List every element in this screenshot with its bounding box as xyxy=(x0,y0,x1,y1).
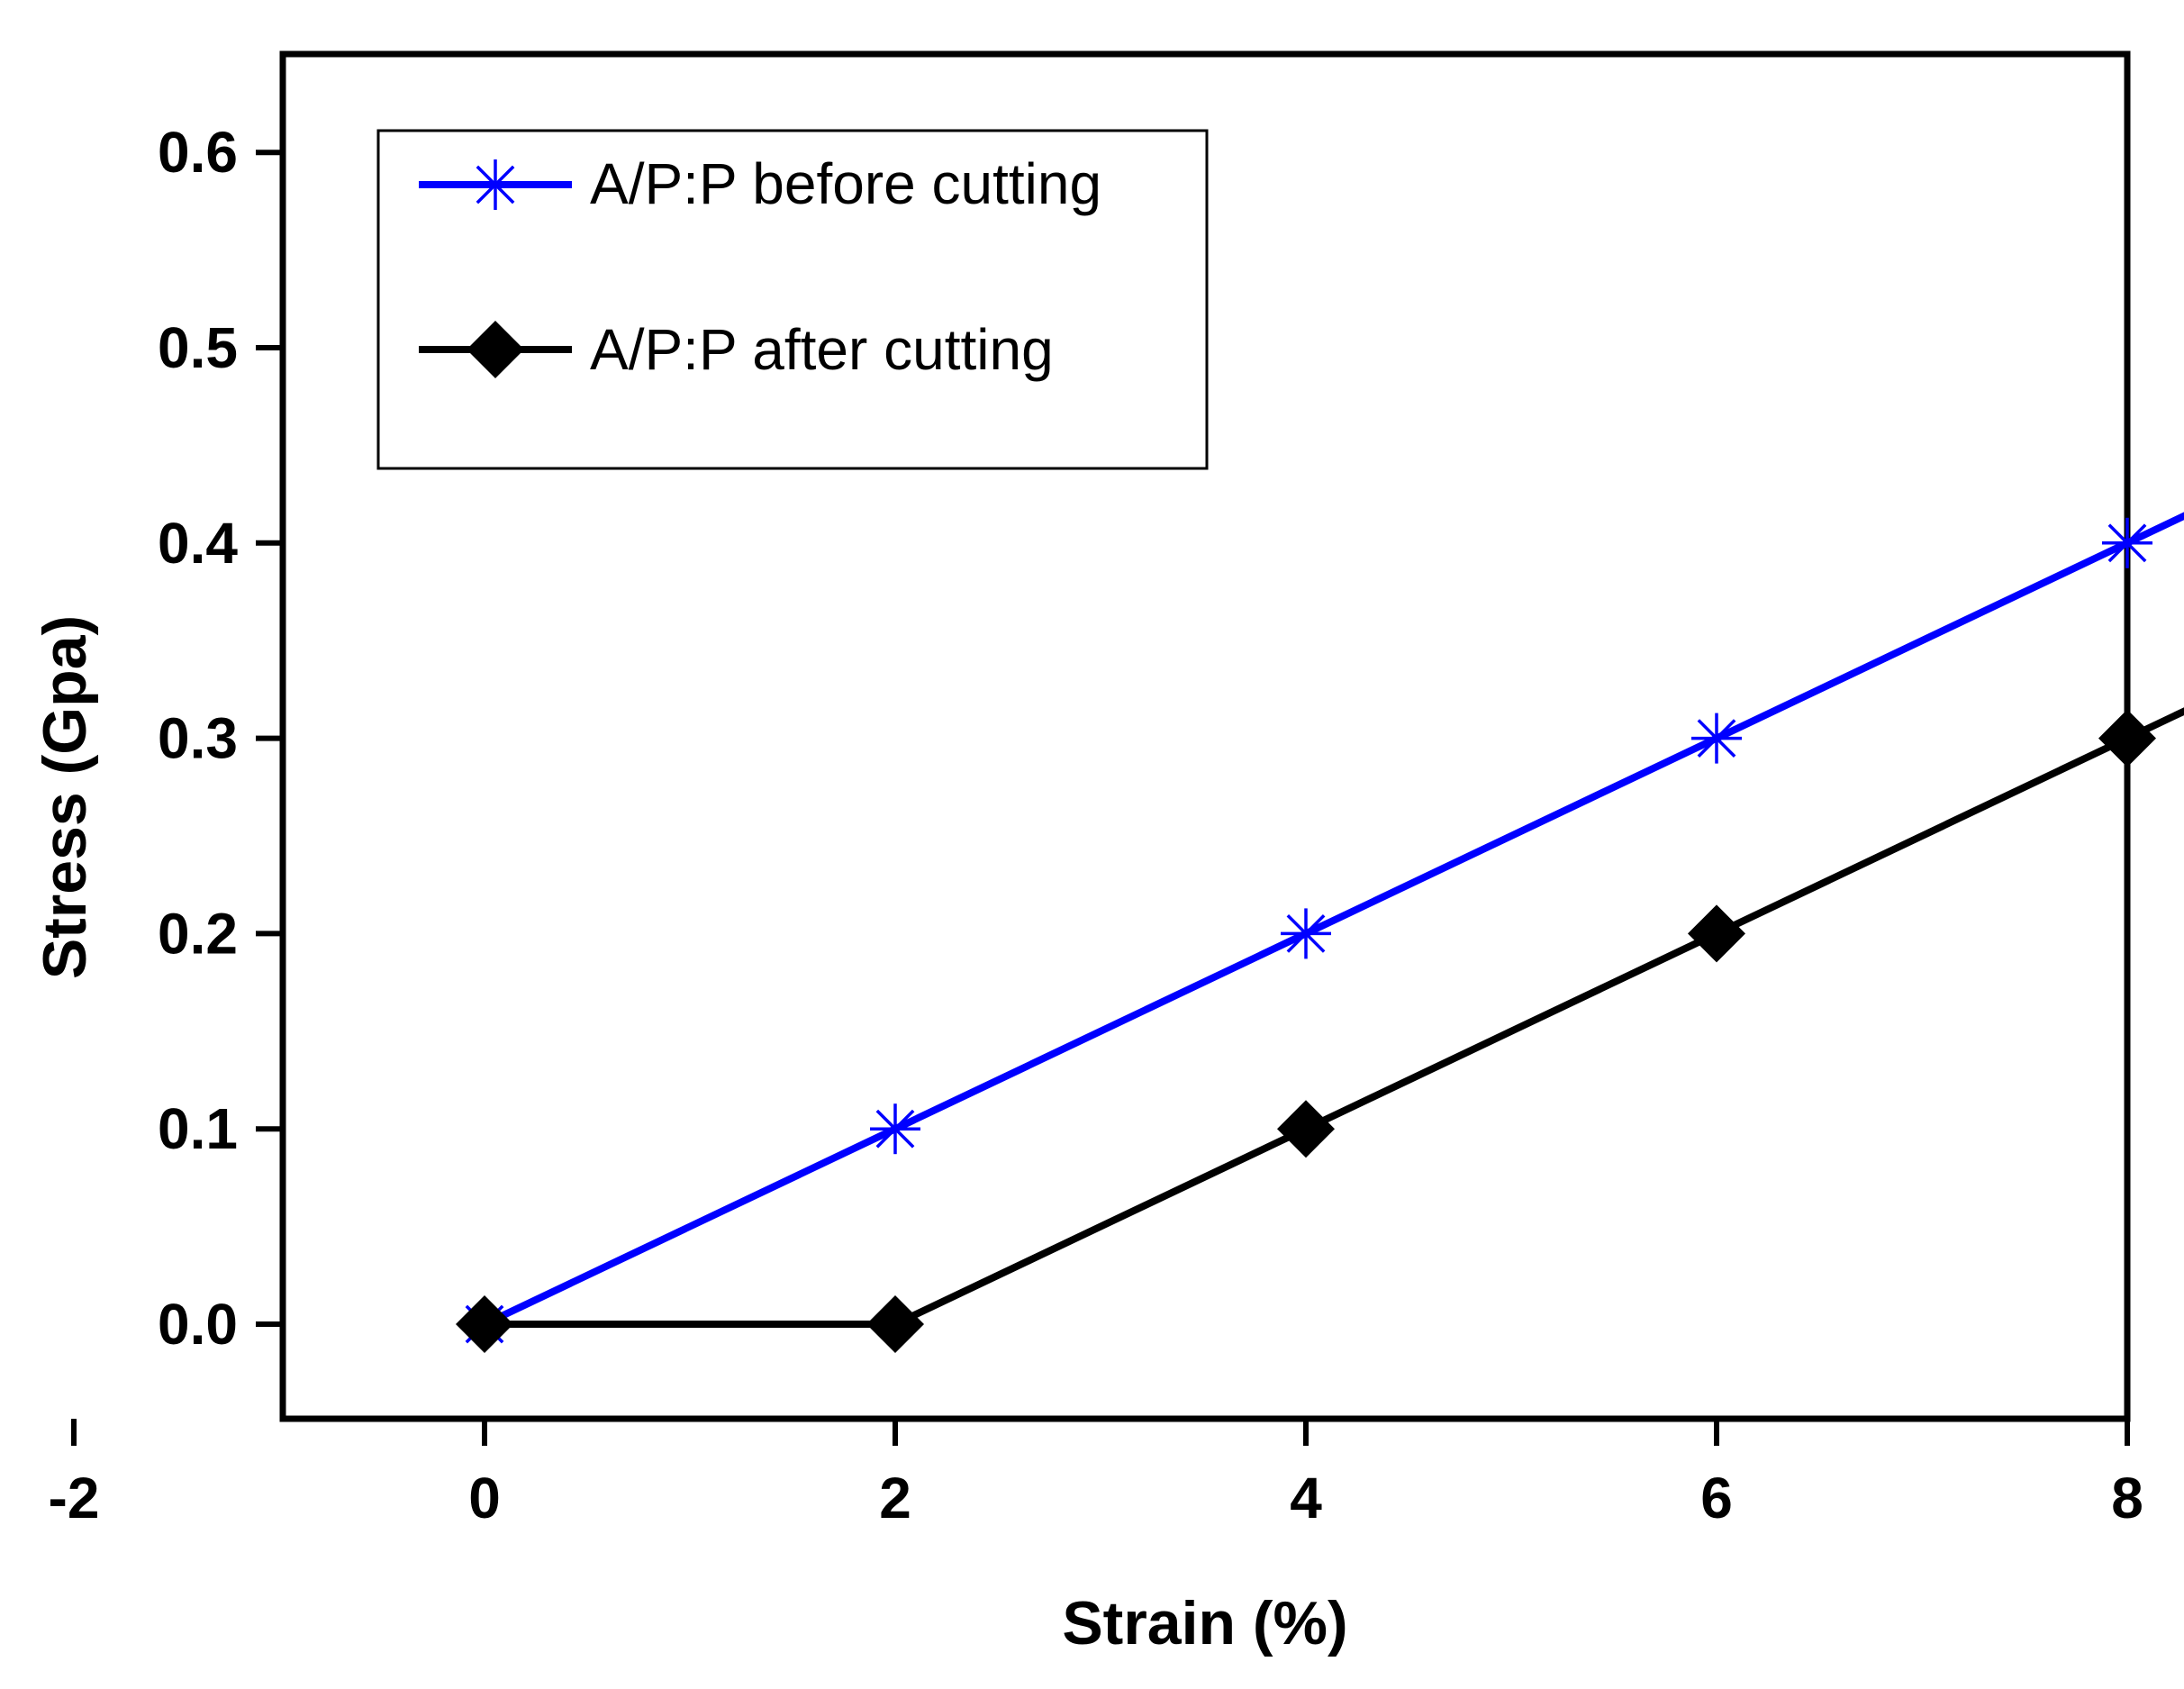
data-point-before-cutting xyxy=(1281,908,1331,959)
x-axis-ticks: -20246810121416 xyxy=(49,1419,2143,1530)
x-axis-title: Strain (%) xyxy=(1062,1589,1347,1657)
y-tick-label: 0.0 xyxy=(158,1292,238,1357)
legend-entry-before-cutting xyxy=(419,159,572,210)
y-tick-label: 0.2 xyxy=(158,901,238,966)
series-line-before-cutting xyxy=(483,512,2184,1328)
y-axis-ticks: 0.0 0.1 0.2 0.3 0.4 0.5 0.6 xyxy=(158,120,283,1357)
y-tick-label: 0.1 xyxy=(158,1096,238,1161)
y-axis-title: Stress (Gpa) xyxy=(31,615,99,979)
x-tick-label: 4 xyxy=(1290,1466,1322,1530)
y-tick-label: 0.6 xyxy=(158,120,238,185)
data-point-after-cutting xyxy=(2098,709,2156,767)
x-tick-label: 0 xyxy=(468,1466,501,1530)
data-point-before-cutting xyxy=(870,1103,920,1155)
data-point-before-cutting xyxy=(2102,517,2152,568)
legend-label-before-cutting: A/P:P before cutting xyxy=(590,151,1101,216)
data-point-after-cutting xyxy=(1688,904,1745,963)
legend: A/P:P before cutting A/P:P after cutting xyxy=(376,129,1209,470)
legend-label-after-cutting: A/P:P after cutting xyxy=(590,317,1054,382)
x-tick-label: -2 xyxy=(49,1466,100,1530)
data-point-after-cutting xyxy=(866,1295,924,1353)
y-tick-label: 0.5 xyxy=(158,315,238,380)
x-tick-label: 8 xyxy=(2111,1466,2143,1530)
data-point-after-cutting xyxy=(456,1295,513,1353)
legend-marker-before-cutting xyxy=(470,159,521,210)
series-layer xyxy=(456,512,2184,1353)
x-tick-label: 6 xyxy=(1700,1466,1733,1530)
series-line-after-cutting xyxy=(485,707,2184,1328)
y-tick-label: 0.4 xyxy=(158,511,238,576)
data-point-after-cutting xyxy=(1277,1100,1335,1158)
legend-marker-after-cutting xyxy=(467,321,524,378)
legend-entry-after-cutting xyxy=(419,321,572,378)
y-tick-label: 0.3 xyxy=(158,706,238,771)
x-tick-label: 2 xyxy=(879,1466,911,1530)
data-point-before-cutting xyxy=(1691,713,1742,764)
